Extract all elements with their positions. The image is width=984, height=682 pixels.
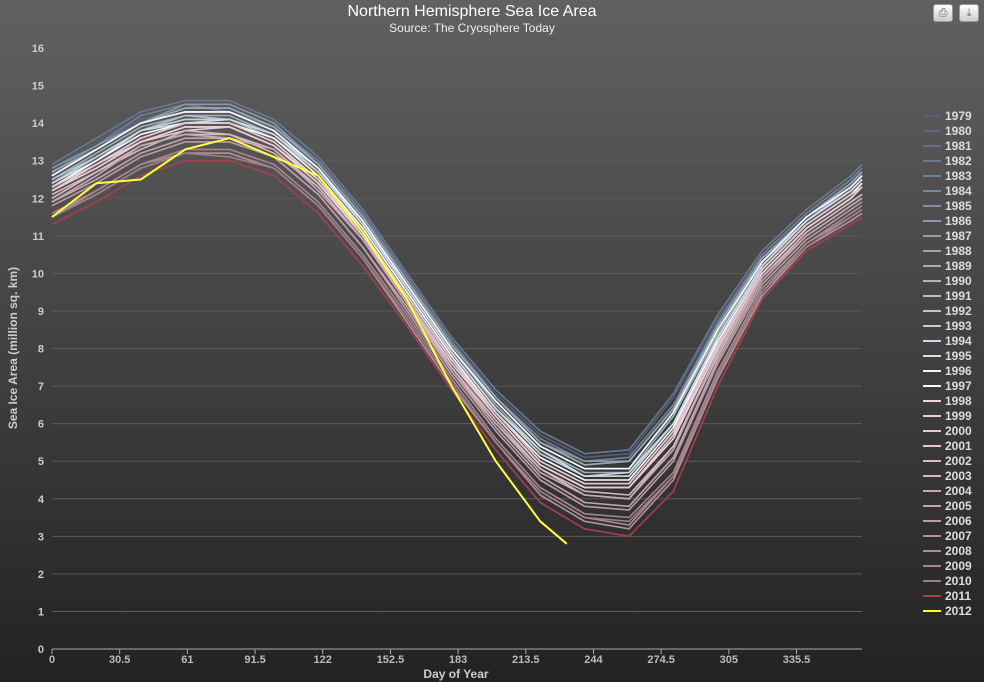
x-tick-label: 335.5 bbox=[783, 654, 811, 666]
y-tick-label: 8 bbox=[38, 344, 44, 356]
legend-item-1997[interactable]: 1997 bbox=[945, 379, 972, 393]
legend: 1979198019811982198319841985198619871988… bbox=[923, 109, 972, 618]
legend-item-1983[interactable]: 1983 bbox=[945, 169, 972, 183]
legend-item-2003[interactable]: 2003 bbox=[945, 469, 972, 483]
series-line-1996 bbox=[51, 111, 863, 470]
y-tick-label: 2 bbox=[38, 569, 44, 581]
series-line-2006 bbox=[51, 141, 863, 511]
legend-item-1982[interactable]: 1982 bbox=[945, 154, 972, 168]
legend-item-1980[interactable]: 1980 bbox=[945, 124, 972, 138]
x-tick-label: 274.5 bbox=[647, 654, 675, 666]
legend-item-1981[interactable]: 1981 bbox=[945, 139, 972, 153]
export-icon: ⤓ bbox=[966, 6, 972, 19]
x-tick-label: 152.5 bbox=[377, 654, 405, 666]
legend-item-2010[interactable]: 2010 bbox=[945, 574, 972, 588]
series-line-2005 bbox=[51, 137, 863, 508]
series-lines bbox=[51, 99, 863, 545]
series-line-2010 bbox=[51, 152, 863, 523]
y-tick-label: 10 bbox=[32, 268, 44, 280]
chart-title: Northern Hemisphere Sea Ice Area bbox=[347, 3, 597, 20]
x-tick-label: 122 bbox=[314, 654, 332, 666]
x-tick-label: 244 bbox=[584, 654, 603, 666]
series-line-2009 bbox=[51, 148, 863, 519]
x-tick-label: 61 bbox=[181, 654, 193, 666]
legend-item-2009[interactable]: 2009 bbox=[945, 559, 972, 573]
y-tick-label: 12 bbox=[32, 193, 44, 205]
x-tick-label: 183 bbox=[449, 654, 467, 666]
print-icon: ⎙ bbox=[938, 6, 948, 19]
export-button[interactable]: ⤓ bbox=[959, 4, 979, 22]
y-tick-label: 9 bbox=[38, 306, 44, 318]
x-tick-label: 91.5 bbox=[244, 654, 265, 666]
y-tick-label: 5 bbox=[38, 456, 44, 468]
y-tick-label: 4 bbox=[38, 494, 45, 506]
series-line-2012 bbox=[51, 137, 568, 545]
x-tick-label: 0 bbox=[49, 654, 55, 666]
legend-item-1979[interactable]: 1979 bbox=[945, 109, 972, 123]
legend-item-2007[interactable]: 2007 bbox=[945, 529, 972, 543]
x-tick-label: 305 bbox=[720, 654, 738, 666]
series-line-2011 bbox=[51, 159, 863, 538]
y-tick-label: 6 bbox=[38, 419, 44, 431]
series-line-2008 bbox=[51, 152, 863, 526]
legend-item-2002[interactable]: 2002 bbox=[945, 454, 972, 468]
series-line-2001 bbox=[51, 122, 863, 485]
y-tick-label: 1 bbox=[38, 606, 44, 618]
y-tick-label: 11 bbox=[32, 231, 44, 243]
series-line-1982 bbox=[51, 99, 863, 455]
series-line-1983 bbox=[51, 103, 863, 463]
legend-item-2006[interactable]: 2006 bbox=[945, 514, 972, 528]
x-tick-label: 213.5 bbox=[512, 654, 540, 666]
legend-item-1986[interactable]: 1986 bbox=[945, 214, 972, 228]
chart-subtitle: Source: The Cryosphere Today bbox=[389, 21, 555, 35]
legend-item-1990[interactable]: 1990 bbox=[945, 274, 972, 288]
y-tick-label: 15 bbox=[32, 81, 44, 93]
legend-item-1989[interactable]: 1989 bbox=[945, 259, 972, 273]
x-axis-title: Day of Year bbox=[423, 667, 488, 681]
gridlines bbox=[52, 47, 862, 612]
legend-item-1995[interactable]: 1995 bbox=[945, 349, 972, 363]
legend-item-2011[interactable]: 2011 bbox=[945, 589, 971, 603]
legend-item-1993[interactable]: 1993 bbox=[945, 319, 972, 333]
series-line-2000 bbox=[51, 126, 863, 489]
legend-item-1994[interactable]: 1994 bbox=[945, 334, 972, 348]
legend-item-2000[interactable]: 2000 bbox=[945, 424, 972, 438]
legend-item-2008[interactable]: 2008 bbox=[945, 544, 972, 558]
legend-item-1985[interactable]: 1985 bbox=[945, 199, 972, 213]
legend-item-2004[interactable]: 2004 bbox=[945, 484, 972, 498]
series-line-2004 bbox=[51, 133, 863, 500]
legend-item-1999[interactable]: 1999 bbox=[945, 409, 972, 423]
legend-item-2001[interactable]: 2001 bbox=[945, 439, 972, 453]
series-line-1988 bbox=[51, 107, 863, 466]
y-tick-label: 13 bbox=[32, 156, 44, 168]
x-tick-label: 30.5 bbox=[109, 654, 130, 666]
legend-item-1996[interactable]: 1996 bbox=[945, 364, 972, 378]
legend-item-1992[interactable]: 1992 bbox=[945, 304, 972, 318]
legend-item-2012[interactable]: 2012 bbox=[945, 604, 972, 618]
y-tick-label: 7 bbox=[38, 381, 44, 393]
legend-item-1988[interactable]: 1988 bbox=[945, 244, 972, 258]
legend-item-1991[interactable]: 1991 bbox=[945, 289, 972, 303]
y-tick-label: 3 bbox=[38, 531, 44, 543]
legend-item-1984[interactable]: 1984 bbox=[945, 184, 972, 198]
x-axis: 0 30.5 61 91.5 122 152.5 183 213.5 244 274.5 305 33… bbox=[49, 648, 862, 666]
legend-item-1987[interactable]: 1987 bbox=[945, 229, 972, 243]
print-button[interactable]: ⎙ bbox=[933, 4, 953, 22]
y-axis-title: Sea Ice Area (million sq. km) bbox=[6, 267, 20, 429]
legend-item-1998[interactable]: 1998 bbox=[945, 394, 972, 408]
legend-item-2005[interactable]: 2005 bbox=[945, 499, 972, 513]
y-tick-label: 16 bbox=[32, 43, 44, 55]
y-tick-label: 0 bbox=[38, 644, 44, 656]
y-tick-label: 14 bbox=[32, 118, 45, 130]
